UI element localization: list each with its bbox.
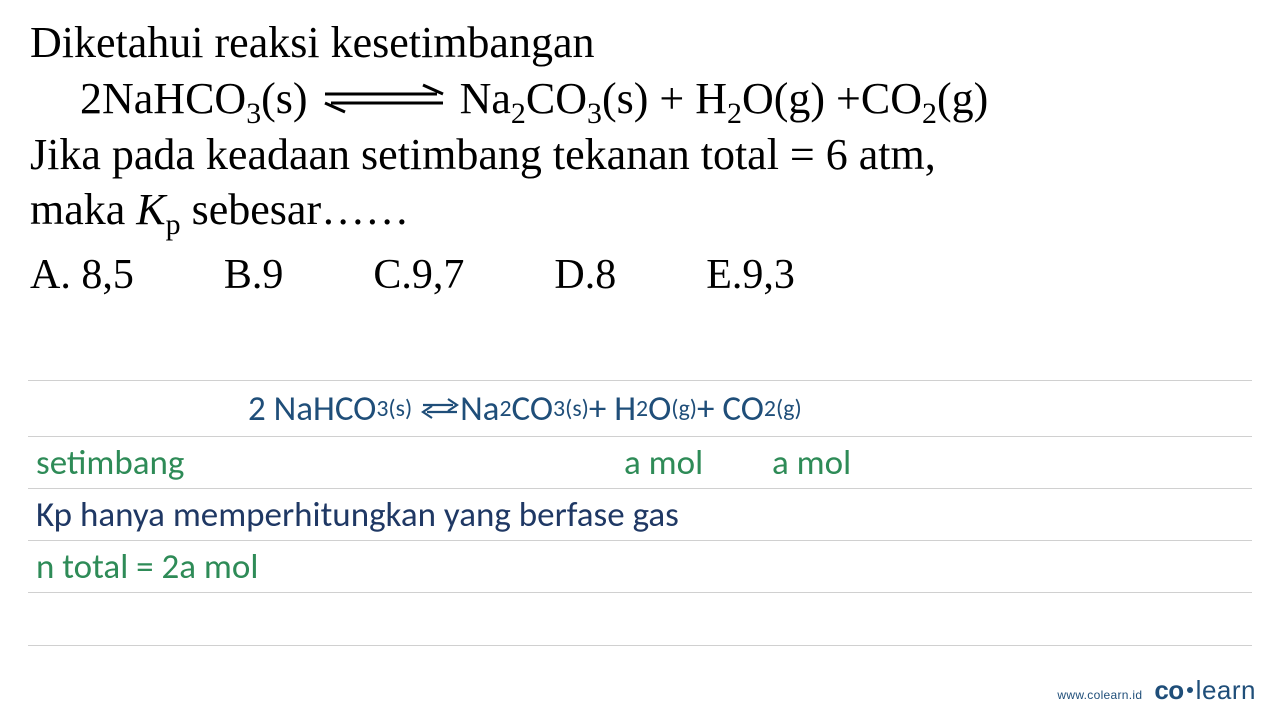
option-d: D.8 bbox=[554, 251, 616, 299]
kp-symbol: Kp bbox=[136, 185, 180, 234]
work-row-setimbang: setimbang a mol a mol bbox=[28, 436, 1252, 488]
page: Diketahui reaksi kesetimbangan 2NaHCO3(s… bbox=[0, 0, 1280, 720]
question-line-3-pre: maka bbox=[30, 185, 136, 234]
question-line-2: Jika pada keadaan setimbang tekanan tota… bbox=[30, 127, 1250, 182]
question-line-3: maka Kp sebesar…… bbox=[30, 182, 1250, 237]
equilibrium-arrow-small-icon bbox=[420, 388, 460, 430]
work-row-equation: 2 NaHCO3(s) Na2CO3(s)+ H2O (g) + CO2(g) bbox=[28, 380, 1252, 436]
work-row-empty bbox=[28, 592, 1252, 645]
amol-h2o: a mol bbox=[624, 442, 703, 484]
amol-co2: a mol bbox=[772, 442, 851, 484]
worked-solution: 2 NaHCO3(s) Na2CO3(s)+ H2O (g) + CO2(g) … bbox=[28, 380, 1252, 698]
footer: www.colearn.id colearn bbox=[1057, 675, 1256, 706]
question-block: Diketahui reaksi kesetimbangan 2NaHCO3(s… bbox=[30, 15, 1250, 299]
option-a: A. 8,5 bbox=[30, 251, 134, 299]
equilibrium-arrow-icon bbox=[319, 81, 449, 115]
option-b: B.9 bbox=[224, 251, 284, 299]
question-line-3-post: sebesar…… bbox=[181, 185, 410, 234]
work-row-ntotal: n total = 2a mol bbox=[28, 540, 1252, 592]
eq-rhs: Na2CO3(s) + H2O(g) +CO2(g) bbox=[460, 74, 989, 123]
question-line-1: Diketahui reaksi kesetimbangan bbox=[30, 15, 1250, 70]
eq-lhs: 2NaHCO3(s) bbox=[80, 74, 308, 123]
work-row-kp-note: Kp hanya memperhitungkan yang berfase ga… bbox=[28, 488, 1252, 540]
option-c: C.9,7 bbox=[373, 251, 464, 299]
question-equation: 2NaHCO3(s) Na2CO3(s) + H2O(g) +CO2(g) bbox=[80, 70, 1250, 127]
option-e: E.9,3 bbox=[706, 251, 795, 299]
dot-icon bbox=[1187, 687, 1193, 693]
answer-options: A. 8,5 B.9 C.9,7 D.8 E.9,3 bbox=[30, 251, 1250, 299]
footer-brand: colearn bbox=[1154, 675, 1256, 706]
footer-url: www.colearn.id bbox=[1057, 688, 1142, 702]
setimbang-label: setimbang bbox=[36, 442, 184, 484]
